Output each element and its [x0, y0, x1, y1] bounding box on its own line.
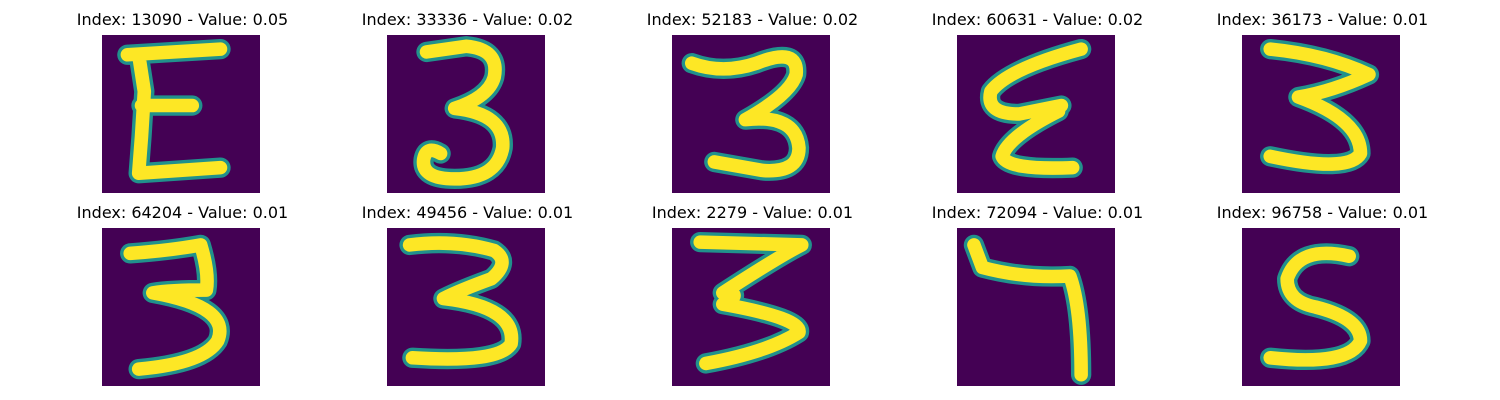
- digit-image: [672, 35, 830, 193]
- digit-panel: Index: 52183 - Value: 0.02: [610, 10, 895, 200]
- digit-panel: Index: 13090 - Value: 0.05: [40, 10, 325, 200]
- digit-panel: Index: 60631 - Value: 0.02: [895, 10, 1180, 200]
- digit-image: [1242, 35, 1400, 193]
- panel-title: Index: 96758 - Value: 0.01: [1216, 203, 1429, 222]
- panel-title: Index: 52183 - Value: 0.02: [646, 10, 859, 29]
- digit-image: [102, 35, 260, 193]
- panel-title: Index: 33336 - Value: 0.02: [361, 10, 574, 29]
- panel-title: Index: 2279 - Value: 0.01: [651, 203, 854, 222]
- digit-image: [387, 228, 545, 386]
- panel-title: Index: 72094 - Value: 0.01: [931, 203, 1144, 222]
- panel-title: Index: 60631 - Value: 0.02: [931, 10, 1144, 29]
- digit-panel: Index: 36173 - Value: 0.01: [1180, 10, 1465, 200]
- digit-panel: Index: 33336 - Value: 0.02: [325, 10, 610, 200]
- digit-image: [672, 228, 830, 386]
- digit-image: [957, 228, 1115, 386]
- digit-panel: Index: 2279 - Value: 0.01: [610, 203, 895, 393]
- digit-image: [387, 35, 545, 193]
- digit-panel: Index: 96758 - Value: 0.01: [1180, 203, 1465, 393]
- digit-panel: Index: 72094 - Value: 0.01: [895, 203, 1180, 393]
- digit-panel: Index: 64204 - Value: 0.01: [40, 203, 325, 393]
- digit-panel: Index: 49456 - Value: 0.01: [325, 203, 610, 393]
- panel-title: Index: 49456 - Value: 0.01: [361, 203, 574, 222]
- digit-image: [102, 228, 260, 386]
- digit-image: [957, 35, 1115, 193]
- panel-title: Index: 64204 - Value: 0.01: [76, 203, 289, 222]
- panel-title: Index: 13090 - Value: 0.05: [76, 10, 289, 29]
- panel-title: Index: 36173 - Value: 0.01: [1216, 10, 1429, 29]
- digit-image: [1242, 228, 1400, 386]
